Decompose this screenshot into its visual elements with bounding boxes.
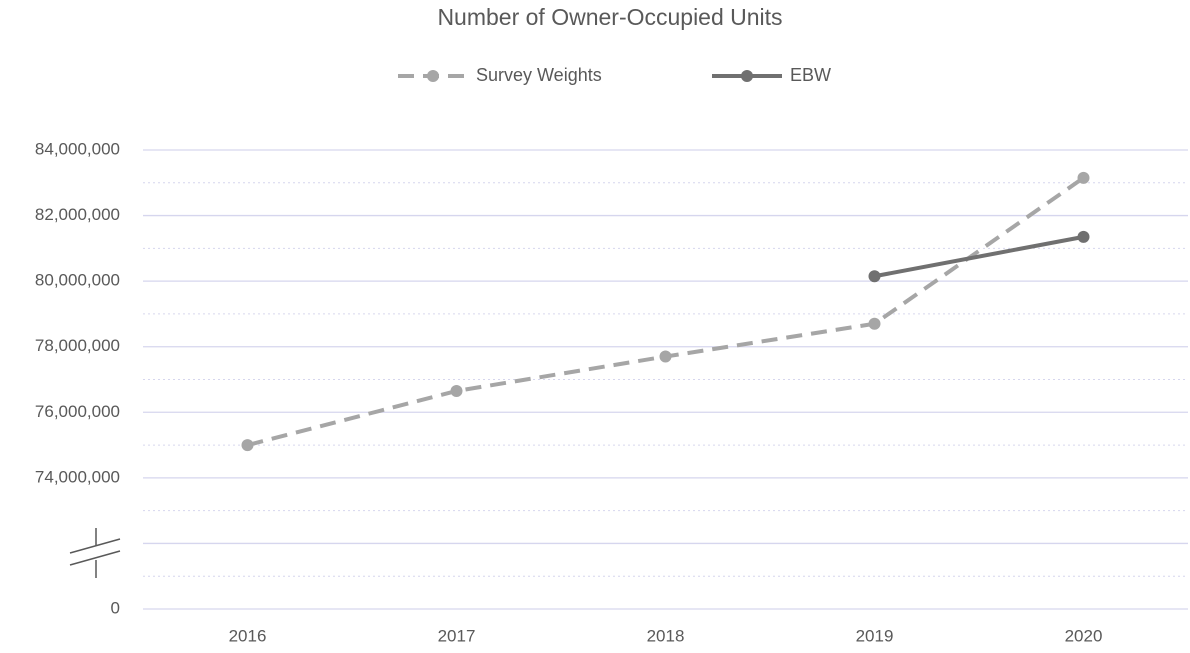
point (659, 350, 672, 363)
y-tick-label: 74,000,000 (35, 467, 120, 486)
legend-marker (741, 70, 753, 82)
y-tick-label: 80,000,000 (35, 271, 120, 290)
legend-label: Survey Weights (476, 65, 602, 85)
line (874, 234, 1084, 279)
x-tick-label: 2019 (856, 626, 894, 645)
point (1077, 171, 1090, 184)
series (241, 171, 1090, 452)
x-tick-label: 2020 (1065, 626, 1103, 645)
y-tick-label: 78,000,000 (35, 336, 120, 355)
x-tick-label: 2018 (647, 626, 685, 645)
point (241, 439, 254, 452)
legend-label: EBW (790, 65, 831, 85)
axis-break-symbol (69, 528, 121, 578)
x-tick-label: 2016 (229, 626, 267, 645)
y-tick-label: 82,000,000 (35, 205, 120, 224)
point (1077, 230, 1090, 243)
y-tick-label: 0 (111, 598, 120, 617)
chart-title: Number of Owner-Occupied Units (437, 4, 782, 30)
series (868, 230, 1090, 283)
line (246, 176, 1085, 448)
y-tick-label: 84,000,000 (35, 139, 120, 158)
point (450, 384, 463, 397)
legend-marker (427, 70, 439, 82)
point (868, 317, 881, 330)
y-tick-label: 76,000,000 (35, 402, 120, 421)
point (868, 270, 881, 283)
x-tick-label: 2017 (438, 626, 476, 645)
